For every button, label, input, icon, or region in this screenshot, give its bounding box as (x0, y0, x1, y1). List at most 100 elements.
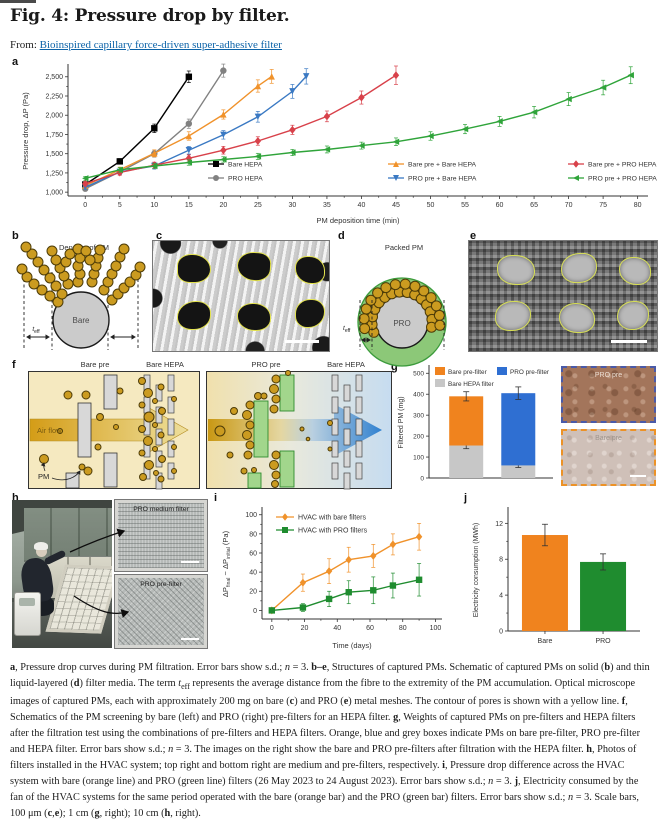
svg-text:PRO pre + Bare HEPA: PRO pre + Bare HEPA (408, 175, 477, 182)
svg-text:70: 70 (565, 202, 573, 209)
air-flow-label: Air flow (37, 426, 62, 435)
svg-text:PRO: PRO (595, 638, 611, 645)
packed-title: Packed PM (385, 243, 423, 252)
packed-pm-schematic: Packed PM PRO teff (343, 243, 447, 367)
svg-text:100: 100 (430, 625, 442, 632)
pm-pointer-arrow-2 (51, 470, 81, 481)
pore-outline (495, 301, 531, 331)
pore-outline (236, 251, 272, 282)
svg-text:60: 60 (496, 202, 504, 209)
svg-text:0: 0 (499, 628, 503, 635)
svg-text:80: 80 (249, 531, 257, 538)
panel-label-b: b (12, 230, 19, 242)
worker-cap (34, 542, 48, 550)
panel-label-c: c (156, 230, 163, 242)
svg-text:15: 15 (185, 202, 193, 209)
svg-text:Bare HEPA filter: Bare HEPA filter (448, 381, 495, 388)
panel-label-j: j (464, 492, 468, 504)
bare-fibre-circle (52, 291, 110, 349)
svg-text:Bare pre-filter: Bare pre-filter (448, 369, 488, 376)
pro-pre-photo-label: PRO pre (594, 372, 623, 379)
svg-text:0: 0 (253, 608, 257, 615)
svg-text:0: 0 (83, 202, 87, 209)
svg-text:1,750: 1,750 (45, 132, 63, 139)
svg-text:2,000: 2,000 (45, 113, 63, 120)
bare-fibre-label: Bare (73, 316, 90, 325)
pore-outline (559, 303, 595, 333)
pro-prefilter-photo: PRO pre (561, 366, 656, 423)
svg-text:500: 500 (413, 371, 424, 378)
bare-prefilter-photo: Bare pre (561, 429, 656, 486)
svg-text:0: 0 (270, 625, 274, 632)
f-right-pre-label: PRO pre (251, 360, 281, 369)
pore-outline (497, 255, 535, 285)
pro-prefilter-fibres (247, 374, 295, 489)
panel-label-d: d (338, 230, 345, 242)
svg-text:40: 40 (358, 202, 366, 209)
pm-particles-dendrite (16, 241, 146, 308)
svg-text:Bare pre + Bare HEPA: Bare pre + Bare HEPA (408, 161, 477, 168)
teff-dashed-lines (359, 300, 445, 350)
pore-outline (177, 254, 211, 283)
pm-pointer-arrow (40, 462, 46, 472)
svg-text:Filtered PM (mg): Filtered PM (mg) (398, 396, 405, 448)
svg-text:30: 30 (289, 202, 297, 209)
pore-outline (617, 301, 649, 330)
svg-text:2,250: 2,250 (45, 93, 63, 100)
svg-text:40: 40 (333, 625, 341, 632)
svg-text:20: 20 (249, 589, 257, 596)
svg-text:60: 60 (366, 625, 374, 632)
pm-particles (214, 370, 333, 488)
svg-text:25: 25 (254, 202, 262, 209)
panel-label-a: a (12, 56, 19, 68)
svg-text:65: 65 (530, 202, 538, 209)
svg-text:Bare: Bare (538, 638, 553, 645)
svg-text:HVAC with bare filters: HVAC with bare filters (298, 514, 366, 521)
svg-text:1,250: 1,250 (45, 170, 63, 177)
panel-label-g: g (391, 361, 398, 373)
f-left-pre-label: Bare pre (80, 360, 110, 369)
scale-bar (611, 340, 647, 343)
svg-text:Pressure drop, ΔP (Pa): Pressure drop, ΔP (Pa) (21, 92, 30, 170)
source-article-link[interactable]: Bioinspired capillary force-driven super… (39, 39, 282, 51)
svg-text:80: 80 (634, 202, 642, 209)
svg-text:2,500: 2,500 (45, 74, 63, 81)
svg-text:0: 0 (420, 475, 424, 482)
svg-text:8: 8 (499, 557, 503, 564)
svg-text:75: 75 (599, 202, 607, 209)
pore-outline (177, 301, 211, 330)
panel-label-h: h (12, 492, 19, 504)
inset-pointer-arrows (69, 528, 130, 618)
hvac-installation-photo (12, 500, 112, 648)
svg-text:45: 45 (392, 202, 400, 209)
svg-text:55: 55 (461, 202, 469, 209)
pore-outline (295, 256, 325, 284)
svg-text:ΔPfinal − ΔPinitial (Pa): ΔPfinal − ΔPinitial (Pa) (221, 530, 232, 597)
svg-text:50: 50 (427, 202, 435, 209)
panel-label-i: i (214, 492, 218, 504)
svg-text:Time (days): Time (days) (332, 641, 372, 650)
arrow-to-medium-filter (69, 528, 126, 553)
bare-mesh-micrograph (152, 240, 330, 352)
svg-text:20: 20 (301, 625, 309, 632)
pm-particles-packed (358, 278, 446, 338)
pore-outline (295, 299, 325, 328)
svg-text:80: 80 (399, 625, 407, 632)
page-edge-strip (0, 0, 36, 3)
from-line: From: Bioinspired capillary force-driven… (10, 39, 282, 51)
f-left-hepa-label: Bare HEPA (146, 360, 184, 369)
bare-pre-photo-label: Bare pre (595, 435, 622, 442)
svg-text:200: 200 (413, 434, 424, 441)
svg-text:35: 35 (323, 202, 331, 209)
svg-text:100: 100 (413, 454, 424, 461)
hepa-fibres (331, 374, 363, 490)
pm-label: PM (38, 472, 49, 481)
from-label: From: (10, 39, 37, 51)
pro-prefilter-schematic (206, 370, 392, 490)
worker-head (36, 546, 47, 557)
panel-label-e: e (470, 230, 477, 242)
pro-prefilter-label: PRO pre-filter (140, 581, 182, 588)
pro-mesh-micrograph (468, 240, 658, 352)
svg-text:Electricity consumption (MWh): Electricity consumption (MWh) (473, 523, 480, 618)
svg-text:40: 40 (249, 570, 257, 577)
